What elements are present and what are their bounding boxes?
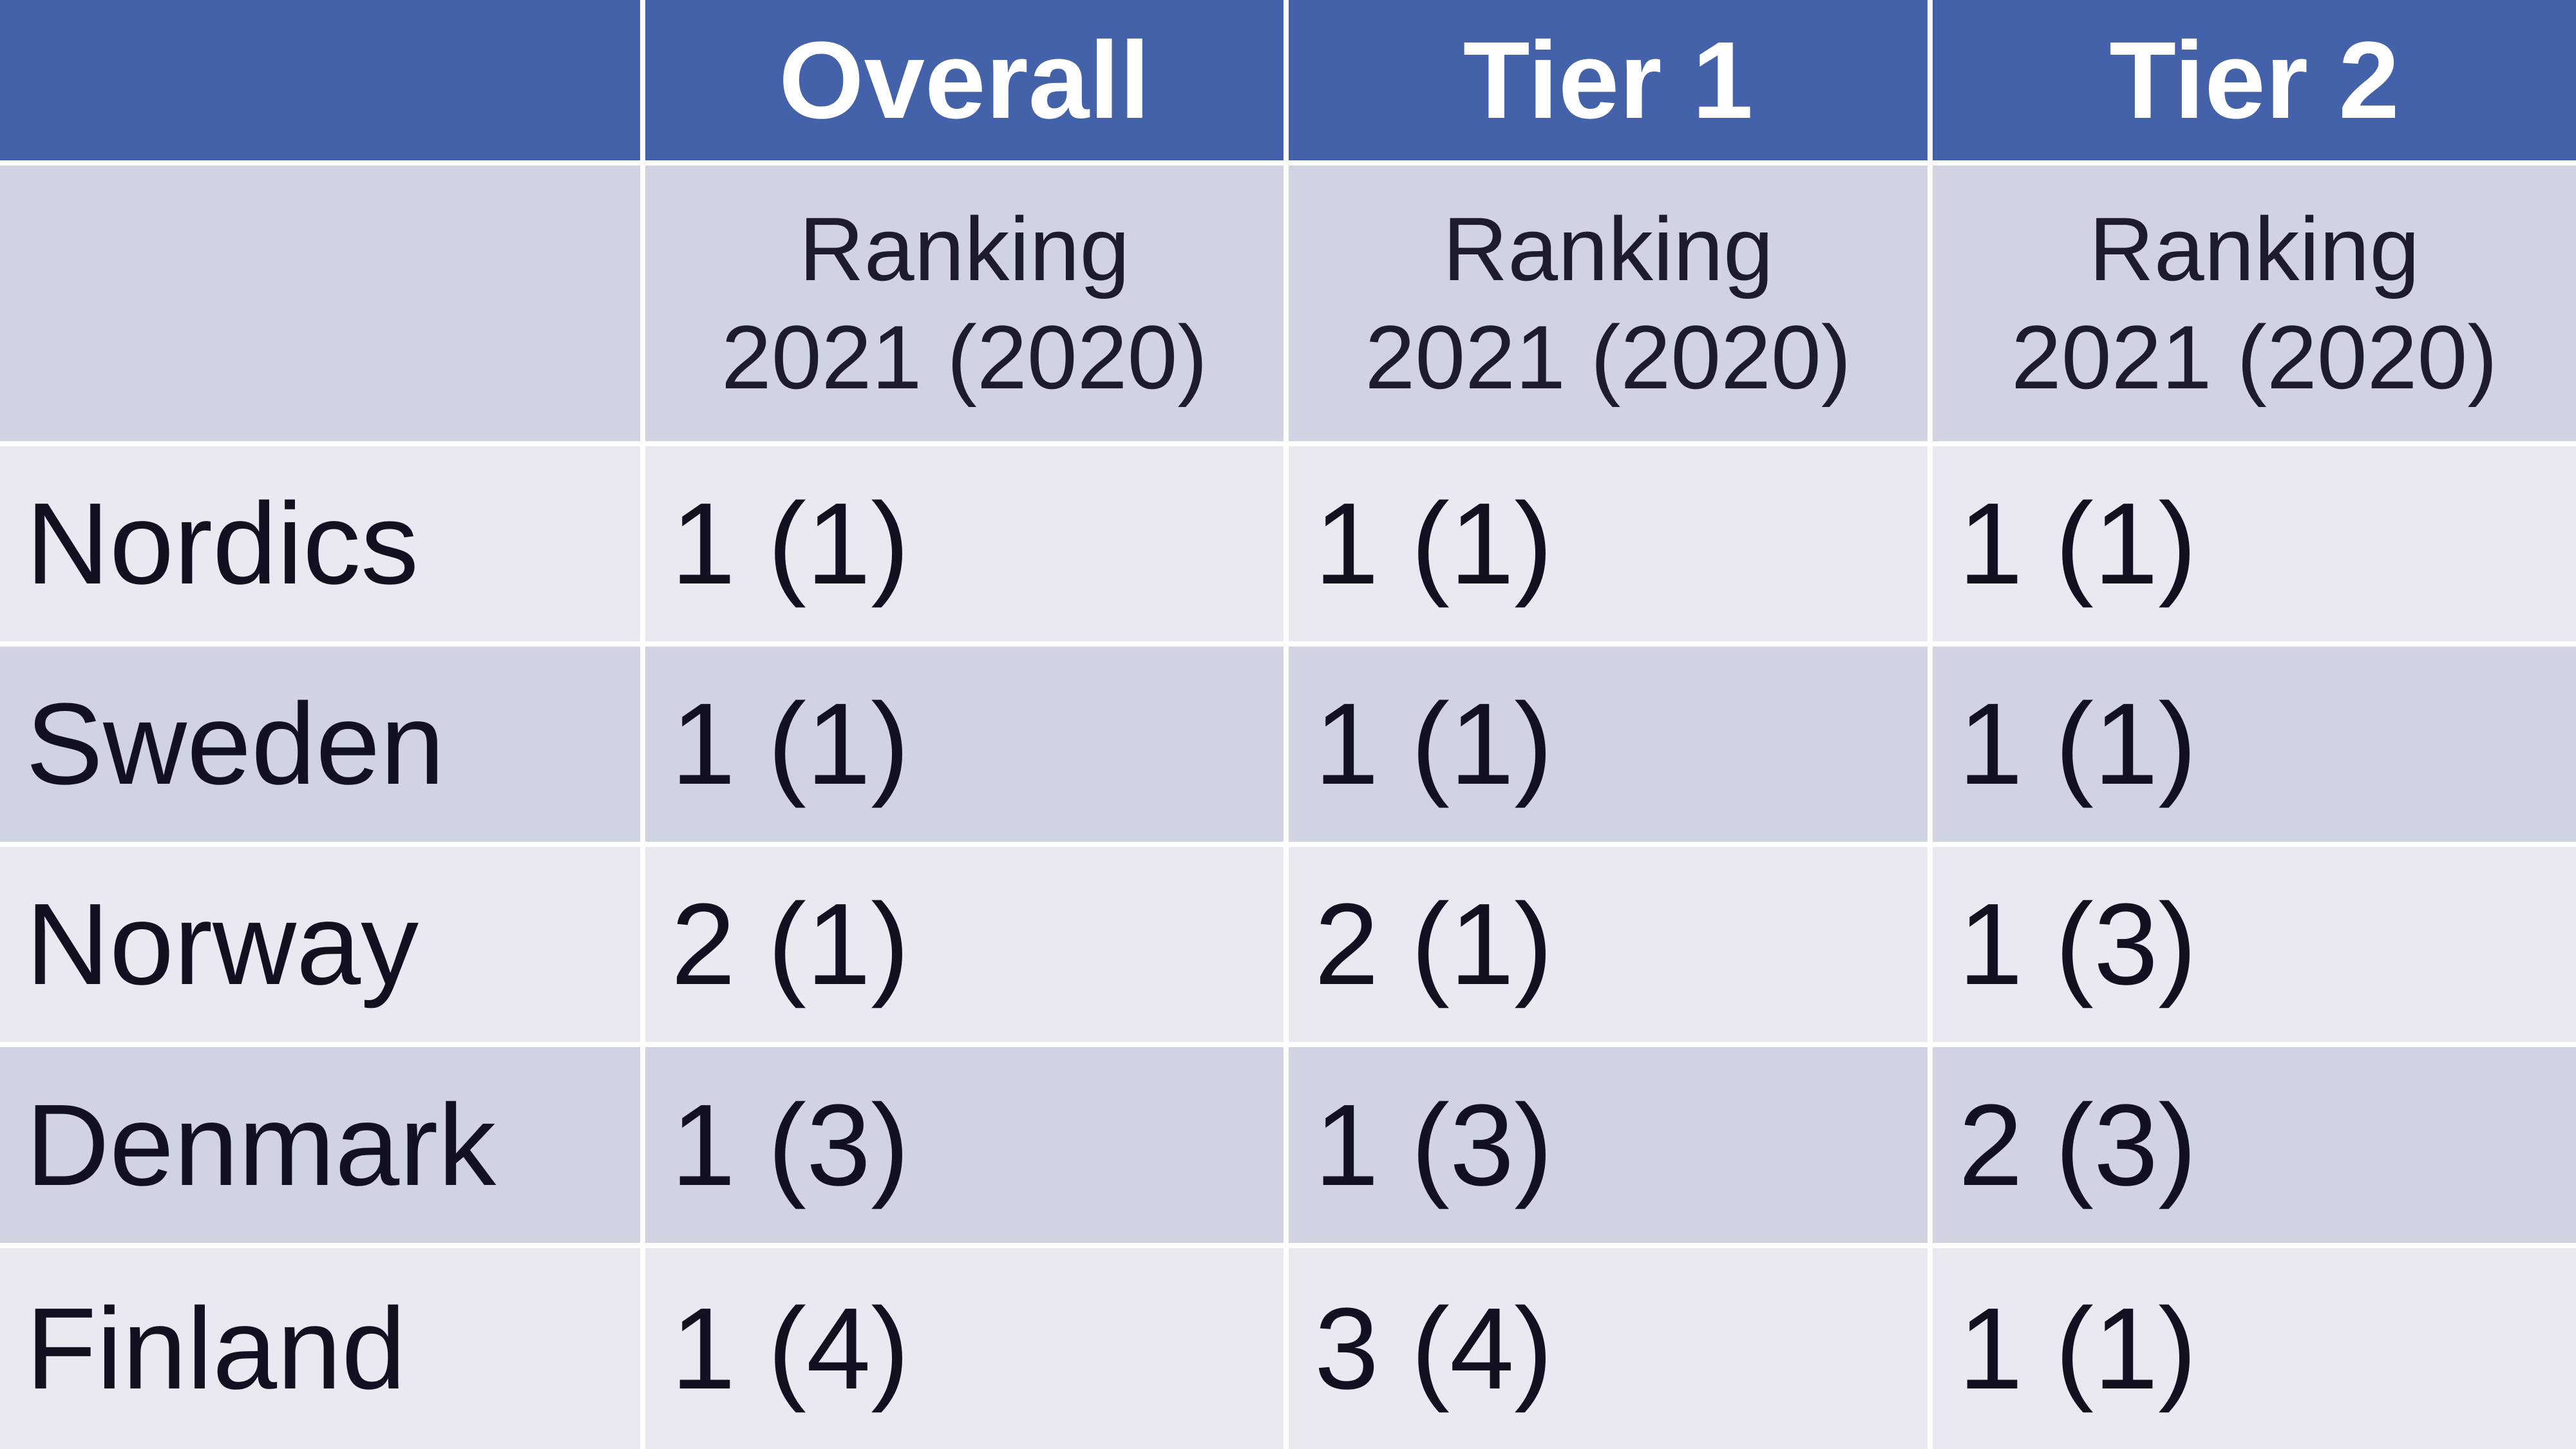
row-label: Denmark <box>26 1080 497 1210</box>
table-cell: 1 (1) <box>1933 647 2576 842</box>
subheader-line: Ranking <box>799 198 1130 299</box>
row-label-cell: Denmark <box>0 1047 640 1243</box>
cell-text: 1 (1) <box>1958 679 2197 809</box>
subheader-line: Ranking <box>1443 198 1774 299</box>
header-cell: Tier 1 <box>1289 0 1927 160</box>
table-cell: 1 (3) <box>1289 1047 1927 1243</box>
row-label-cell: Norway <box>0 847 640 1042</box>
row-label-cell: Finland <box>0 1248 640 1449</box>
row-label-cell: Nordics <box>0 446 640 641</box>
cell-text: 2 (1) <box>671 880 910 1009</box>
subheader-cell <box>0 166 640 441</box>
table-cell: 1 (4) <box>645 1248 1283 1449</box>
table-cell: 2 (3) <box>1933 1047 2576 1243</box>
row-label: Sweden <box>26 679 445 809</box>
cell-text: 3 (4) <box>1314 1283 1553 1414</box>
cell-text: 1 (4) <box>671 1283 910 1414</box>
subheader-line: 2021 (2020) <box>1365 307 1852 408</box>
table-cell: 3 (4) <box>1289 1248 1927 1449</box>
table-cell: 1 (1) <box>1933 446 2576 641</box>
table-cell: 1 (1) <box>1933 1248 2576 1449</box>
cell-text: 1 (1) <box>1958 1283 2197 1414</box>
table-cell: 1 (3) <box>1933 847 2576 1042</box>
subheader-cell: Ranking 2021 (2020) <box>1933 166 2576 441</box>
table-cell: 2 (1) <box>645 847 1283 1042</box>
table-cell: 1 (1) <box>1289 446 1927 641</box>
subheader-line: Ranking <box>2088 198 2420 299</box>
subheader-cell: Ranking 2021 (2020) <box>1289 166 1927 441</box>
table-cell: 1 (1) <box>645 647 1283 842</box>
cell-text: 2 (1) <box>1314 880 1553 1009</box>
row-label-cell: Sweden <box>0 647 640 842</box>
table-cell: 1 (3) <box>645 1047 1283 1243</box>
cell-text: 1 (3) <box>671 1080 910 1210</box>
subheader-cell: Ranking 2021 (2020) <box>645 166 1283 441</box>
cell-text: 2 (3) <box>1958 1080 2197 1210</box>
cell-text: 1 (1) <box>1314 679 1553 809</box>
cell-text: 1 (3) <box>1958 880 2197 1009</box>
header-cell: Overall <box>645 0 1283 160</box>
table-cell: 1 (1) <box>1289 647 1927 842</box>
header-cell: Tier 2 <box>1933 0 2576 160</box>
table-cell: 2 (1) <box>1289 847 1927 1042</box>
table-cell: 1 (1) <box>645 446 1283 641</box>
cell-text: 1 (1) <box>1314 479 1553 609</box>
cell-text: 1 (1) <box>671 479 910 609</box>
header-cell <box>0 0 640 160</box>
subheader-line: 2021 (2020) <box>721 307 1208 408</box>
cell-text: 1 (3) <box>1314 1080 1553 1210</box>
row-label: Finland <box>26 1283 406 1414</box>
row-label: Norway <box>26 880 419 1009</box>
row-label: Nordics <box>26 479 419 609</box>
subheader-line: 2021 (2020) <box>2011 307 2498 408</box>
column-title: Tier 1 <box>1463 19 1754 142</box>
column-title: Tier 2 <box>2109 19 2400 142</box>
cell-text: 1 (1) <box>671 679 910 809</box>
cell-text: 1 (1) <box>1958 479 2197 609</box>
column-title: Overall <box>779 19 1150 142</box>
